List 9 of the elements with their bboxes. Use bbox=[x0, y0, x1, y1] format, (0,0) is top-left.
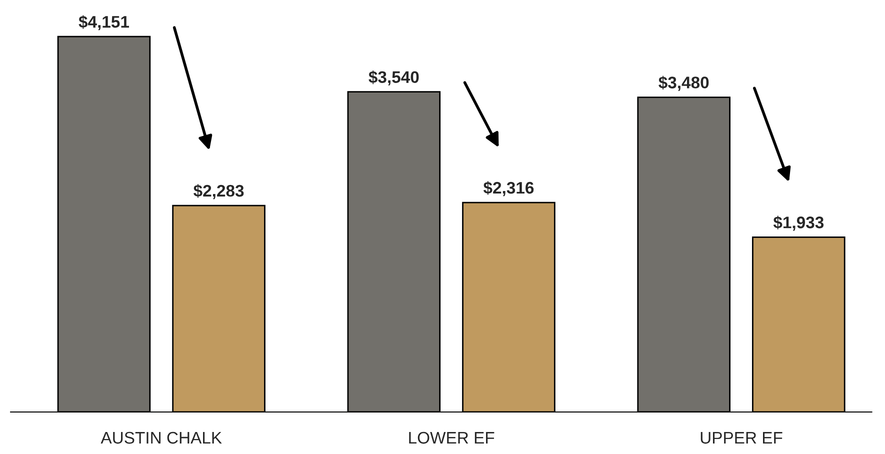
x-tick-label: LOWER EF bbox=[409, 432, 494, 444]
data-label: $3,480 bbox=[658, 76, 709, 91]
data-label: $3,540 bbox=[368, 70, 419, 86]
x-tick-label: AUSTIN CHALK bbox=[100, 432, 222, 444]
x-tick-label: UPPER EF bbox=[700, 432, 782, 444]
data-label: $2,283 bbox=[194, 184, 244, 200]
data-label: $2,316 bbox=[483, 181, 534, 196]
data-label: $1,933 bbox=[773, 216, 824, 231]
data-label: $4,151 bbox=[78, 15, 130, 30]
